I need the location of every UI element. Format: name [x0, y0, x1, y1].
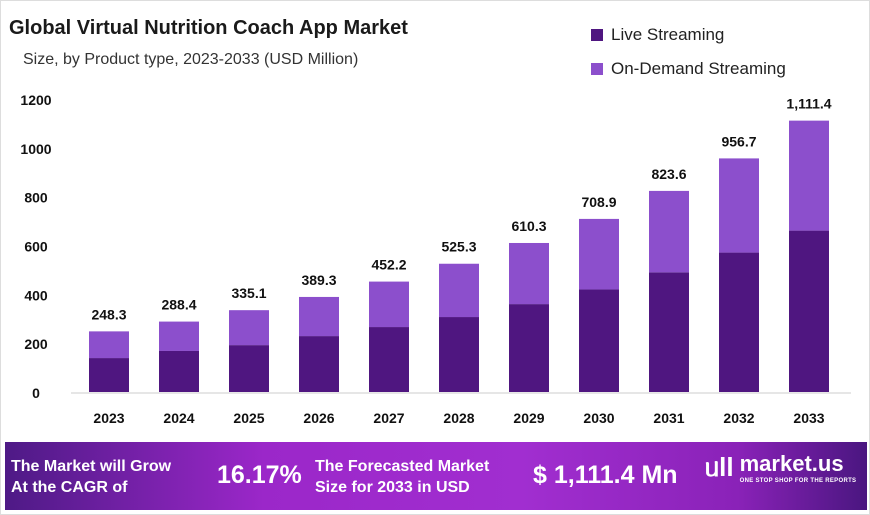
bar-live-streaming — [719, 252, 759, 392]
y-tick-label: 600 — [24, 239, 48, 255]
bar-live-streaming — [229, 345, 269, 392]
bar-on-demand-streaming — [439, 263, 479, 318]
cagr-label: The Market will Grow At the CAGR of — [11, 456, 171, 498]
legend-label-ondemand: On-Demand Streaming — [611, 59, 786, 78]
legend-label-live: Live Streaming — [611, 25, 725, 44]
x-tick-label: 2027 — [373, 410, 404, 426]
bar-on-demand-streaming — [789, 120, 829, 231]
bar-live-streaming — [369, 327, 409, 392]
chart-subtitle: Size, by Product type, 2023-2033 (USD Mi… — [23, 51, 359, 68]
bar-on-demand-streaming — [719, 158, 759, 253]
legend-item-live: Live Streaming — [591, 25, 724, 45]
total-data-label: 610.3 — [511, 218, 546, 234]
bar-on-demand-streaming — [509, 242, 549, 305]
total-data-label: 452.2 — [371, 257, 406, 273]
bar-on-demand-streaming — [649, 190, 689, 273]
total-data-label: 288.4 — [161, 297, 196, 313]
chart-title: Global Virtual Nutrition Coach App Marke… — [9, 17, 408, 39]
x-tick-label: 2025 — [233, 410, 264, 426]
bar-on-demand-streaming — [369, 281, 409, 328]
y-tick-label: 800 — [24, 190, 48, 206]
bar-live-streaming — [159, 350, 199, 392]
summary-banner: The Market will Grow At the CAGR of 16.1… — [5, 442, 867, 510]
x-tick-label: 2032 — [723, 410, 754, 426]
legend-swatch-ondemand — [591, 63, 603, 75]
logo-name: market.us — [739, 450, 844, 476]
bar-live-streaming — [649, 272, 689, 392]
total-data-label: 389.3 — [301, 272, 336, 288]
x-tick-label: 2030 — [583, 410, 614, 426]
y-tick-label: 200 — [24, 336, 48, 352]
x-tick-label: 2029 — [513, 410, 544, 426]
forecast-label-line2: Size for 2033 in USD — [315, 479, 470, 496]
legend-item-ondemand: On-Demand Streaming — [591, 59, 786, 79]
x-tick-label: 2024 — [163, 410, 194, 426]
total-data-label: 1,111.4 — [786, 96, 831, 112]
marketus-logo: ᥙll market.us ONE STOP SHOP FOR THE REPO… — [705, 452, 856, 484]
bar-live-streaming — [579, 289, 619, 392]
total-data-label: 248.3 — [91, 306, 126, 322]
x-tick-label: 2031 — [653, 410, 684, 426]
bar-on-demand-streaming — [579, 218, 619, 290]
bar-live-streaming — [299, 336, 339, 392]
y-tick-label: 400 — [24, 287, 48, 303]
forecast-label: The Forecasted Market Size for 2033 in U… — [315, 456, 489, 498]
total-data-label: 335.1 — [231, 285, 266, 301]
legend-swatch-live — [591, 29, 603, 41]
cagr-label-line2: At the CAGR of — [11, 479, 128, 496]
forecast-label-line1: The Forecasted Market — [315, 458, 490, 475]
logo-tagline: ONE STOP SHOP FOR THE REPORTS — [739, 477, 857, 484]
bar-on-demand-streaming — [229, 310, 269, 346]
logo-mark-icon: ᥙll — [705, 452, 734, 482]
y-tick-label: 1200 — [20, 92, 51, 108]
cagr-label-line1: The Market will Grow — [11, 458, 172, 475]
total-data-label: 956.7 — [721, 133, 756, 149]
total-data-label: 708.9 — [581, 194, 616, 210]
bar-on-demand-streaming — [159, 321, 199, 351]
y-tick-label: 1000 — [20, 141, 51, 157]
bar-live-streaming — [89, 358, 129, 392]
bar-on-demand-streaming — [299, 296, 339, 337]
x-tick-label: 2033 — [793, 410, 824, 426]
bar-live-streaming — [509, 304, 549, 392]
total-data-label: 525.3 — [441, 239, 476, 255]
x-tick-label: 2023 — [93, 410, 124, 426]
bar-live-streaming — [789, 230, 829, 392]
x-tick-label: 2028 — [443, 410, 474, 426]
y-tick-label: 0 — [32, 385, 40, 401]
x-tick-label: 2026 — [303, 410, 334, 426]
forecast-value: $ 1,111.4 Mn — [533, 461, 678, 489]
bar-on-demand-streaming — [89, 331, 129, 359]
plot-area: 0 200 400 600 800 1000 1200 248.3 2023 288.4 2024 3… — [20, 92, 851, 426]
bar-live-streaming — [439, 317, 479, 392]
total-data-label: 823.6 — [651, 166, 686, 182]
logo-text: market.us ONE STOP SHOP FOR THE REPORTS — [739, 450, 857, 484]
cagr-value: 16.17% — [217, 461, 302, 489]
